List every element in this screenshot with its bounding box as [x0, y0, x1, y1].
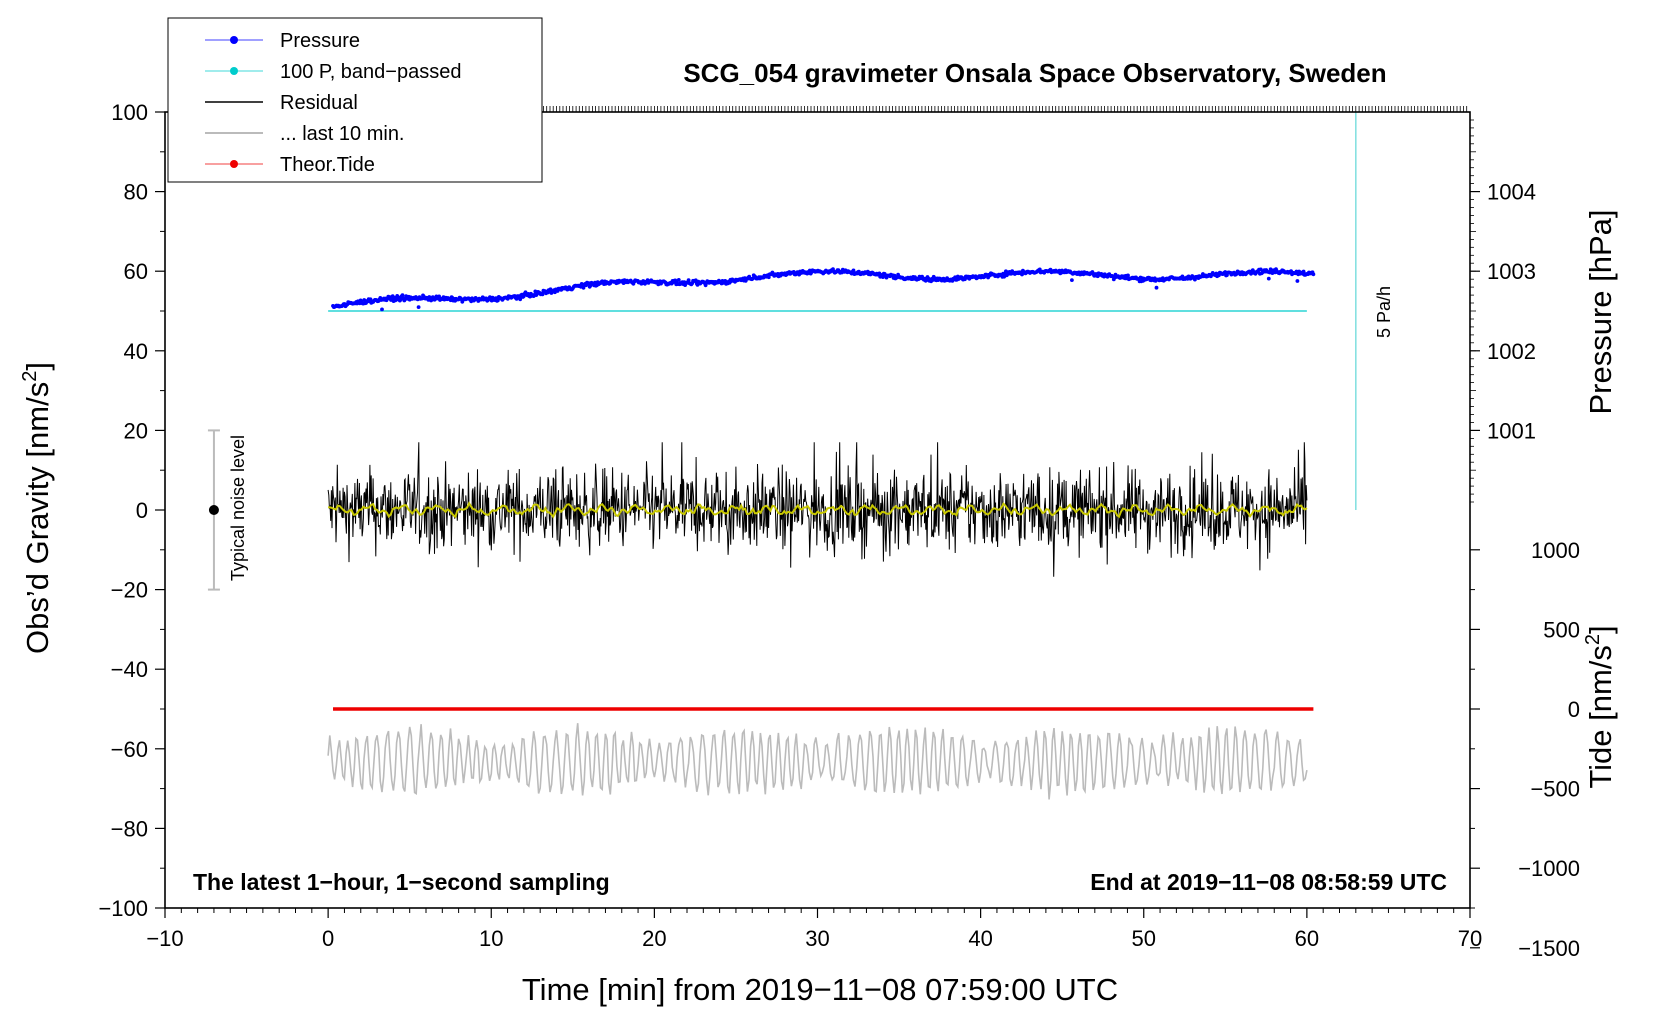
x-tick-label: 50 [1132, 926, 1156, 951]
pressure-point [437, 294, 441, 299]
pressure-point [851, 268, 856, 273]
pressure-point [676, 278, 681, 282]
tide-tick-label: 1000 [1531, 538, 1580, 563]
pressure-point [1266, 276, 1271, 281]
annotation-bottom-right: End at 2019−11−08 08:58:59 UTC [1090, 869, 1447, 895]
pressure-point [686, 278, 691, 283]
tide-tick-label: −1000 [1518, 856, 1580, 881]
x-tick-label: 70 [1458, 926, 1482, 951]
y-tick-label: −80 [111, 816, 148, 841]
pressure-point [1070, 278, 1074, 282]
x-tick-label: 10 [479, 926, 503, 951]
legend-label-pressure: Pressure [280, 30, 360, 52]
legend-label-theor-tide: Theor.Tide [280, 154, 375, 176]
chart-title: SCG_054 gravimeter Onsala Space Observat… [683, 58, 1386, 88]
legend-label-last-10-min: ... last 10 min. [280, 123, 405, 145]
pressure-point [518, 297, 523, 302]
tide-tick-label: 500 [1543, 617, 1580, 642]
x-tick-label: 30 [805, 926, 829, 951]
y-axis-title-close: ] [20, 362, 55, 371]
pressure-point [540, 292, 545, 297]
rate-bar-label: 5 Pa/h [1374, 286, 1394, 338]
pressure-point [1295, 279, 1300, 283]
y-tick-label: 80 [124, 180, 148, 205]
x-tick-label: 20 [642, 926, 666, 951]
pressure-point [1126, 273, 1130, 278]
pressure-point [1311, 272, 1316, 277]
x-tick-label: 60 [1295, 926, 1319, 951]
tide-axis-title: Tide [nm/s2] [1582, 625, 1618, 788]
y-tick-label: 40 [124, 339, 148, 364]
legend-label-residual: Residual [280, 92, 358, 114]
pressure-tick-label: 1002 [1487, 339, 1536, 364]
y-tick-label: −60 [111, 737, 148, 762]
legend-label-bandpassed: 100 P, band−passed [280, 61, 461, 83]
last-10-min-line [327, 723, 1308, 800]
pressure-points [331, 267, 1316, 312]
x-tick-label: 40 [968, 926, 992, 951]
y-axis-title-sup: 2 [19, 371, 41, 382]
pressure-point [400, 293, 405, 298]
tide-axis-title-close: ] [1583, 625, 1618, 634]
y-tick-label: −100 [98, 896, 148, 921]
pressure-tick-label: 1004 [1487, 180, 1536, 205]
y-tick-label: −20 [111, 578, 148, 603]
noise-bar-center [208, 505, 219, 515]
x-tick-label: 0 [322, 926, 334, 951]
tide-tick-label: −500 [1530, 777, 1580, 802]
pressure-tick-label: 1003 [1487, 259, 1536, 284]
tide-tick-label: −1500 [1518, 936, 1580, 961]
residual-smoothed-line [328, 501, 1308, 519]
y-tick-label: 60 [124, 259, 148, 284]
x-tick-label: −10 [146, 926, 183, 951]
x-axis-title: Time [min] from 2019−11−08 07:59:00 UTC [522, 972, 1118, 1007]
pressure-point [1037, 267, 1042, 272]
y-tick-label: −40 [111, 657, 148, 682]
annotation-bottom-left: The latest 1−hour, 1−second sampling [193, 869, 610, 895]
pressure-point [1301, 269, 1306, 274]
tide-axis-title-main: Tide [nm/s [1583, 645, 1618, 789]
pressure-point [1258, 267, 1263, 272]
legend-dot-sample [230, 67, 238, 75]
legend-dot-sample [230, 36, 238, 44]
y-tick-label: 20 [124, 418, 148, 443]
noise-level-label: Typical noise level [228, 435, 248, 581]
pressure-point [1294, 269, 1299, 274]
y-tick-label: 100 [111, 100, 148, 125]
pressure-point [766, 275, 771, 280]
text-layer: SCG_054 gravimeter Onsala Space Observat… [19, 58, 1618, 1007]
pressure-point [1154, 285, 1159, 290]
y-tick-label: 0 [136, 498, 148, 523]
series-layer [207, 112, 1357, 800]
legend: Pressure 100 P, band−passed Residual ...… [167, 17, 543, 183]
legend-dot-sample [230, 160, 238, 168]
pressure-point [380, 307, 384, 312]
y-axis-title-main: Obs’d Gravity [nm/s [20, 382, 55, 654]
pressure-point [416, 305, 421, 309]
tide-axis-title-sup: 2 [1582, 634, 1604, 645]
y-axis-title: Obs’d Gravity [nm/s2] [19, 362, 55, 654]
legend-box [167, 17, 543, 183]
pressure-tick-label: 1001 [1487, 418, 1536, 443]
tide-tick-label: 0 [1568, 697, 1580, 722]
pressure-axis-title: Pressure [hPa] [1583, 209, 1618, 414]
